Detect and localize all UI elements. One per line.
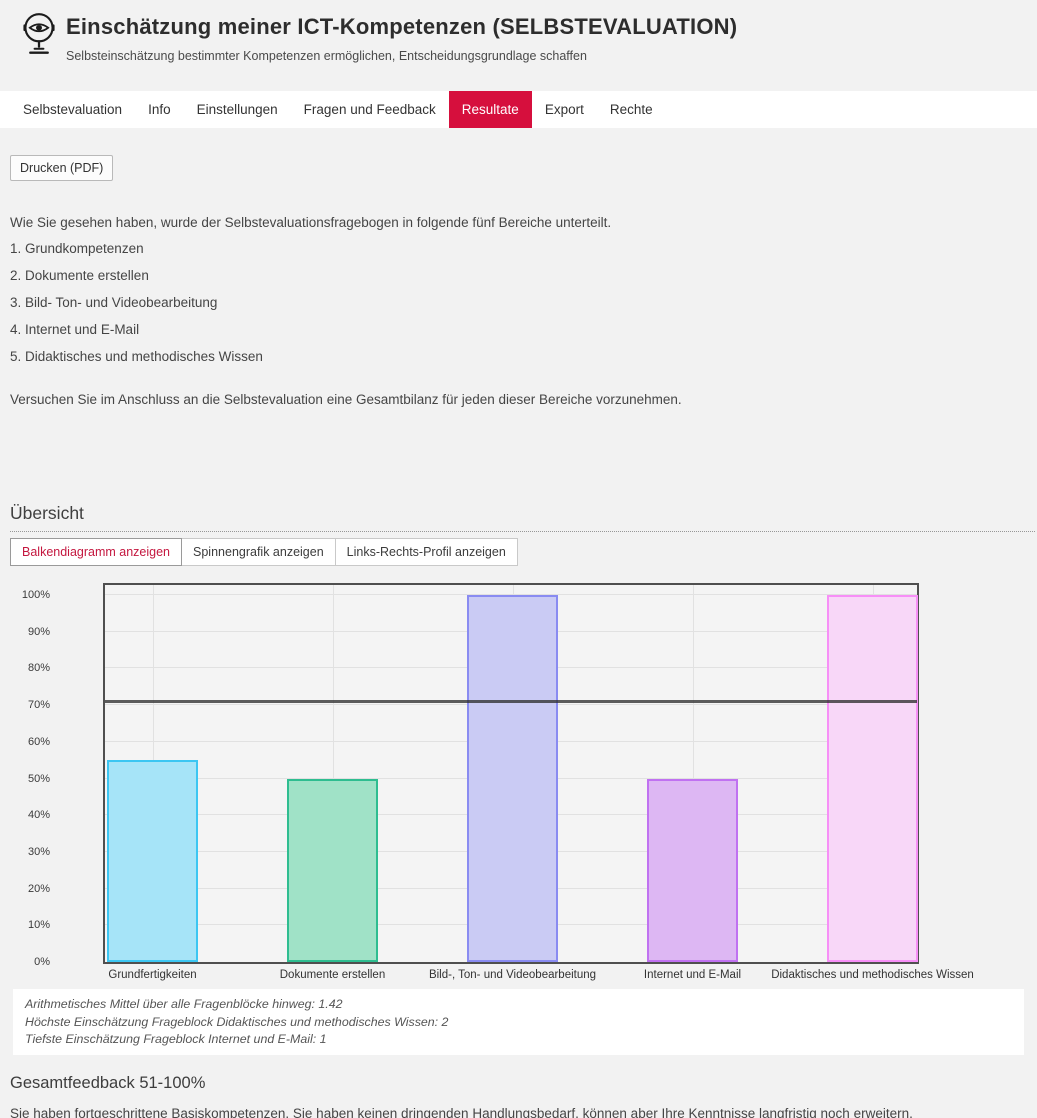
feedback-text: Sie haben fortgeschrittene Basiskompeten…: [10, 1105, 913, 1118]
y-axis-label-80: 80%: [27, 662, 50, 675]
gridline-h-100: [105, 594, 917, 595]
nav-tab-fragen-und-feedback[interactable]: Fragen und Feedback: [303, 102, 436, 117]
intro-list-item: 2. Dokumente erstellen: [10, 268, 149, 283]
intro-list-item: 3. Bild- Ton- und Videobearbeitung: [10, 295, 218, 310]
bar-chart: 0% 10% 20% 30% 40% 50% 60% 70% 80% 90% 100% Grundf…: [10, 580, 1027, 986]
chart-toggle-spinnengrafik-anzeigen[interactable]: Spinnengrafik anzeigen: [181, 538, 336, 566]
nav-tab-rechte[interactable]: Rechte: [609, 102, 653, 117]
chart-plot: [103, 583, 919, 964]
y-axis-label-10: 10%: [27, 919, 50, 932]
page-subtitle: Selbsteinschätzung bestimmter Kompetenze…: [66, 49, 587, 63]
eye-mirror-icon: [23, 13, 55, 54]
nav-tab-export[interactable]: Export: [544, 102, 584, 117]
x-axis-label-dokumente-erstellen: Dokumente erstellen: [279, 969, 386, 981]
bar-bild-ton-und-videobearbeitung: [467, 595, 558, 962]
gridline-v-dokumente-erstellen: [332, 585, 334, 962]
main-content: Drucken (PDF) Wie Sie gesehen haben, wur…: [0, 128, 1037, 1118]
x-axis-label-grundfertigkeiten: Grundfertigkeiten: [108, 969, 197, 981]
page-header: Einschätzung meiner ICT-Kompetenzen (SEL…: [0, 0, 1037, 91]
bar-internet-und-e-mail: [647, 778, 738, 962]
chart-toggle-balkendiagramm-anzeigen[interactable]: Balkendiagramm anzeigen: [10, 538, 183, 566]
y-axis-label-40: 40%: [27, 809, 50, 822]
chart-notes: Arithmetisches Mittel über alle Fragenbl…: [13, 989, 1024, 1055]
y-axis-label-90: 90%: [27, 625, 50, 638]
bar-dokumente-erstellen: [287, 778, 378, 962]
y-axis-label-70: 70%: [27, 699, 50, 712]
nav-tab-selbstevaluation[interactable]: Selbstevaluation: [23, 102, 123, 117]
y-axis-label-100: 100%: [21, 589, 50, 601]
x-axis-label-bild-ton-und-videobearbeitung: Bild-, Ton- und Videobearbeitung: [428, 969, 597, 981]
page-title: Einschätzung meiner ICT-Kompetenzen (SEL…: [66, 14, 738, 39]
bar-didaktisches-und-methodisches-wissen: [827, 595, 918, 962]
print-pdf-button[interactable]: Drucken (PDF): [10, 155, 114, 181]
intro-section: Wie Sie gesehen haben, wurde der Selbste…: [10, 215, 1027, 407]
x-axis-label-internet-und-e-mail: Internet und E-Mail: [643, 969, 742, 981]
intro-lead: Wie Sie gesehen haben, wurde der Selbste…: [10, 215, 612, 230]
nav-tab-einstellungen[interactable]: Einstellungen: [196, 102, 278, 117]
feedback-heading: Gesamtfeedback 51-100%: [10, 1073, 206, 1092]
y-axis-label-0: 0%: [34, 956, 50, 968]
chart-note-line: Arithmetisches Mittel über alle Fragenbl…: [25, 997, 343, 1011]
y-axis-label-50: 50%: [27, 772, 50, 785]
bar-grundfertigkeiten: [107, 760, 198, 962]
intro-list: 1. Grundkompetenzen 2. Dokumente erstelle…: [10, 241, 1027, 364]
mean-line: [105, 699, 917, 703]
intro-list-item: 1. Grundkompetenzen: [10, 241, 144, 256]
y-axis-label-30: 30%: [27, 845, 50, 858]
y-axis-label-20: 20%: [27, 882, 50, 895]
nav-tab-resultate[interactable]: Resultate: [448, 91, 532, 128]
x-axis-label-didaktisches-und-methodisches-wissen: Didaktisches und methodisches Wissen: [771, 969, 974, 981]
intro-list-item: 5. Didaktisches und methodisches Wissen: [10, 349, 263, 364]
header-titles: Einschätzung meiner ICT-Kompetenzen (SEL…: [66, 14, 737, 63]
section-heading-uebersicht: Übersicht: [10, 503, 1035, 532]
y-axis-label-60: 60%: [27, 735, 50, 748]
nav-tab-info[interactable]: Info: [148, 102, 171, 117]
chart-note-line: Tiefste Einschätzung Frageblock Internet…: [25, 1032, 327, 1046]
intro-outro: Versuchen Sie im Anschluss an die Selbst…: [10, 392, 682, 407]
intro-list-item: 4. Internet und E-Mail: [10, 322, 140, 337]
chart-toggle-group: Balkendiagramm anzeigen Spinnengrafik anz…: [10, 538, 1027, 566]
chart-note-line: Höchste Einschätzung Frageblock Didaktis…: [25, 1014, 449, 1029]
nav-tabs: Selbstevaluation Info Einstellungen Fragen …: [0, 91, 1037, 128]
gridline-v-internet-und-e-mail: [692, 585, 694, 962]
chart-toggle-links-rechts-profil-anzeigen[interactable]: Links-Rechts-Profil anzeigen: [334, 538, 518, 566]
